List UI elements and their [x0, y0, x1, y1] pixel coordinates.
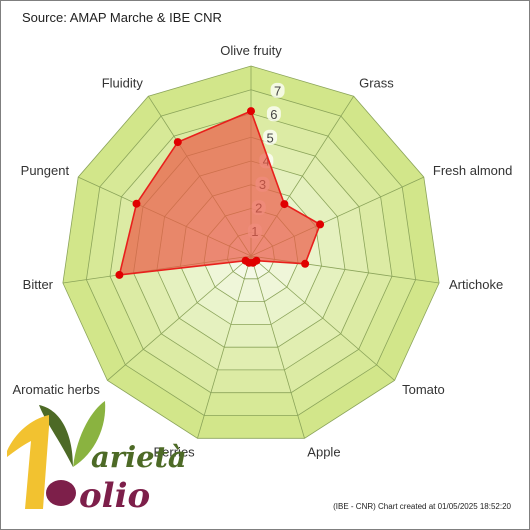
- axis-label: Tomato: [402, 382, 445, 397]
- axis-label: Fluidity: [102, 76, 144, 91]
- logo-leaf-light: [73, 401, 106, 467]
- radar-point: [173, 138, 182, 147]
- radar-spoke: [197, 255, 252, 439]
- radar-point: [316, 220, 325, 229]
- radar-spoke: [250, 255, 305, 439]
- radar-spoke: [250, 255, 395, 381]
- logo-word-bottom: olio: [79, 476, 150, 516]
- radar-spoke: [107, 255, 252, 381]
- axis-label: Bitter: [23, 277, 54, 292]
- tick-label-bg: [266, 106, 281, 122]
- radar-point: [247, 107, 255, 116]
- axis-label: Pungent: [21, 163, 70, 178]
- radar-point: [241, 256, 250, 265]
- radar-point: [132, 199, 141, 208]
- axis-label: Aromatic herbs: [12, 382, 100, 397]
- radar-axis-labels: Olive fruity Grass Fresh almond Artichoke To…: [12, 43, 512, 460]
- logo-numeral: [7, 415, 49, 509]
- source-text: Source: AMAP Marche & IBE CNR: [22, 10, 222, 25]
- tick-label-bg: [270, 82, 285, 98]
- radar-point: [301, 259, 310, 268]
- logo: arietà olio: [7, 401, 187, 516]
- tick-label-bg: [263, 129, 278, 145]
- axis-label: Artichoke: [449, 277, 503, 292]
- radar-series: [115, 107, 325, 279]
- radar-point: [280, 200, 289, 209]
- tick-label: 6: [270, 107, 277, 122]
- logo-olive: [46, 480, 76, 506]
- radar-point: [115, 270, 124, 279]
- tick-label: 7: [274, 83, 281, 98]
- footer-text: (IBE - CNR) Chart created at 01/05/2025 …: [333, 502, 511, 511]
- tick-label: 5: [266, 130, 273, 145]
- axis-label: Fresh almond: [433, 163, 512, 178]
- axis-label: Olive fruity: [220, 43, 282, 58]
- axis-label: Berries: [154, 445, 196, 460]
- axis-label: Apple: [307, 445, 340, 460]
- logo-word-top: arietà: [91, 440, 187, 474]
- axis-label: Grass: [359, 76, 394, 91]
